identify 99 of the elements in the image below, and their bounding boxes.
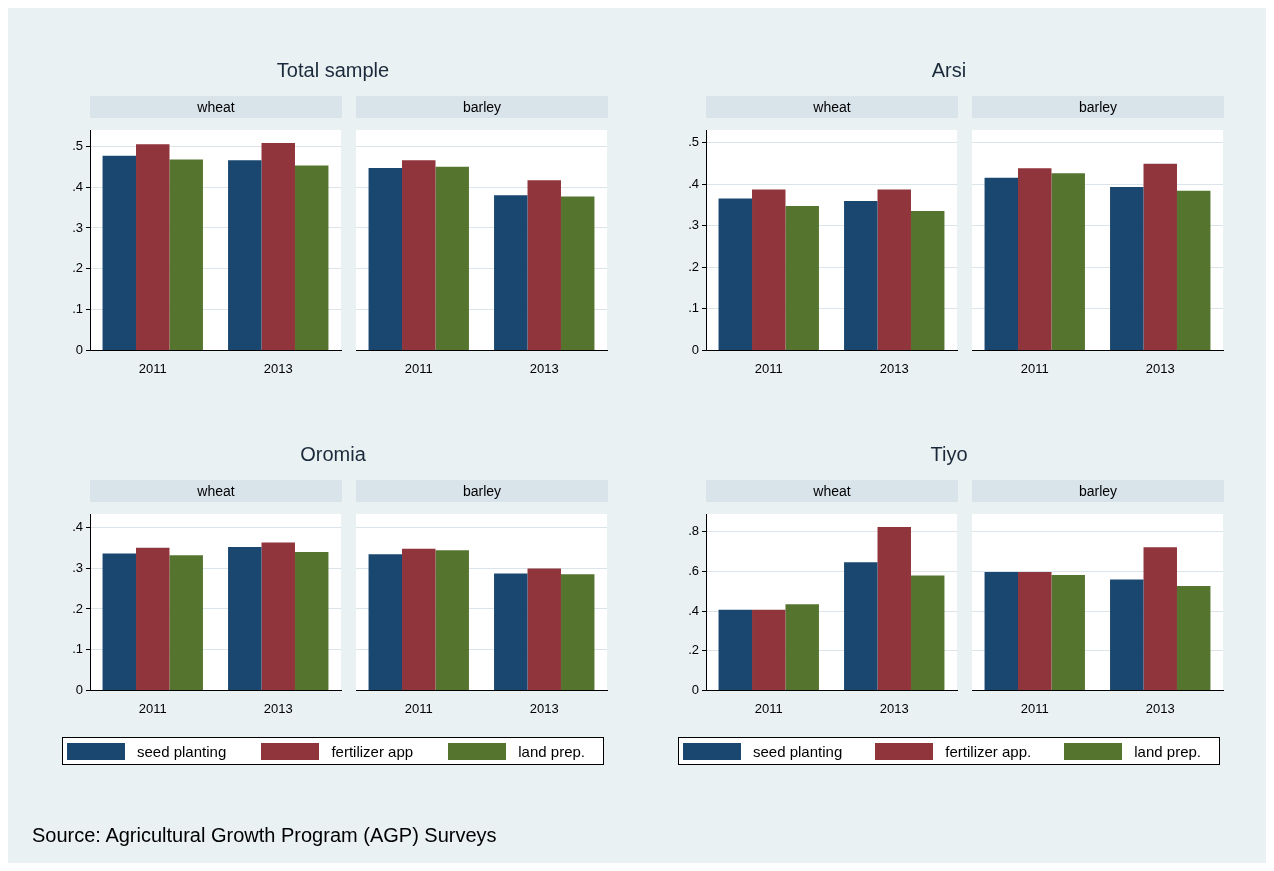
bar (402, 548, 436, 690)
bar (1143, 547, 1177, 690)
chart-title: Oromia (299, 442, 367, 467)
legend-label: land prep. (1134, 742, 1201, 760)
y-tick-label: .3 (72, 219, 83, 235)
chart-subtitle: wheat (706, 96, 958, 118)
y-tick-label: 0 (75, 341, 83, 357)
y-tick-label: .1 (72, 301, 83, 317)
bar (402, 160, 436, 350)
y-tick-label: .4 (72, 519, 83, 535)
bar (435, 550, 469, 690)
y-tick-label: .3 (688, 217, 699, 233)
bar (910, 575, 945, 690)
x-tick-label: 2011 (1020, 360, 1049, 376)
y-tick-label: .2 (688, 258, 699, 274)
chart-subtitle: barley (972, 480, 1224, 502)
x-tick-label: 2011 (138, 360, 167, 376)
bar (752, 609, 786, 690)
x-tick-label: 2011 (754, 360, 783, 376)
chart-subtitle: wheat (90, 480, 342, 502)
x-tick-label: 2013 (1145, 700, 1175, 716)
y-tick-label: .2 (688, 642, 699, 658)
bar (984, 571, 1019, 690)
chart-title: Arsi (930, 58, 968, 83)
bar (560, 574, 595, 690)
x-tick-label: 2013 (1145, 360, 1175, 376)
bar (984, 177, 1019, 350)
x-tick-label: 2011 (754, 700, 783, 716)
y-tick-label: .5 (72, 137, 83, 153)
bar (1110, 186, 1144, 350)
bar (228, 160, 262, 350)
x-tick-label: 2011 (404, 360, 433, 376)
bar (169, 555, 203, 690)
bar (435, 166, 469, 350)
y-tick-label: .2 (72, 600, 83, 616)
chart-subtitle: wheat (90, 96, 342, 118)
y-tick-label: .1 (72, 641, 83, 657)
bar (136, 144, 170, 350)
bar (368, 554, 403, 690)
bar (102, 553, 137, 690)
bar (494, 195, 528, 350)
chart-subtitle: barley (972, 96, 1224, 118)
chart-subtitle: barley (356, 480, 608, 502)
x-tick-label: 2011 (404, 700, 433, 716)
x-tick-label: 2013 (263, 360, 293, 376)
bar (136, 547, 170, 690)
y-tick-label: .2 (72, 260, 83, 276)
bar (261, 542, 295, 690)
bar (560, 196, 595, 350)
y-tick-label: .5 (688, 134, 699, 150)
x-tick-label: 2011 (1020, 700, 1049, 716)
y-tick-label: 0 (691, 341, 699, 357)
bar (294, 165, 329, 350)
bar (261, 143, 295, 350)
legend-label: seed planting (753, 742, 843, 760)
bar (368, 167, 403, 350)
bar (294, 551, 329, 690)
y-tick-label: .4 (72, 178, 83, 194)
bar (494, 573, 528, 690)
bar (102, 155, 137, 350)
legend-label: seed planting (137, 742, 227, 760)
chart-subtitle: wheat (706, 480, 958, 502)
bar (1051, 173, 1085, 350)
y-tick-label: .1 (688, 300, 699, 316)
y-tick-label: 0 (75, 681, 83, 697)
y-tick-label: .4 (688, 175, 699, 191)
bar (527, 180, 561, 350)
source-note: Source: Agricultural Growth Program (AGP) Surveys (32, 824, 497, 847)
bar (1176, 585, 1211, 690)
bar (1018, 168, 1052, 350)
bar (1018, 571, 1052, 690)
chart-title: Total sample (275, 58, 391, 83)
bar (228, 547, 262, 690)
bar (844, 562, 878, 690)
legend-label: land prep. (518, 742, 585, 760)
y-tick-label: 0 (691, 681, 699, 697)
bar (785, 604, 819, 690)
x-tick-label: 2013 (879, 700, 909, 716)
x-tick-label: 2013 (529, 360, 559, 376)
x-tick-label: 2011 (138, 700, 167, 716)
y-tick-label: .4 (688, 602, 699, 618)
y-tick-label: .6 (688, 563, 699, 579)
legend-label: fertilizer app (331, 742, 414, 760)
bar (877, 526, 911, 690)
bar (718, 609, 753, 690)
y-tick-label: .8 (688, 523, 699, 539)
bar (169, 159, 203, 350)
bar (527, 568, 561, 690)
x-tick-label: 2013 (879, 360, 909, 376)
chart-title: Tiyo (929, 442, 969, 467)
x-tick-label: 2013 (263, 700, 293, 716)
y-tick-label: .3 (72, 559, 83, 575)
x-tick-label: 2013 (529, 700, 559, 716)
bar (1051, 575, 1085, 690)
chart-subtitle: barley (356, 96, 608, 118)
bar (1176, 190, 1211, 350)
bar (1110, 579, 1144, 690)
bar (1143, 163, 1177, 350)
legend-label: fertilizer app. (945, 742, 1032, 760)
